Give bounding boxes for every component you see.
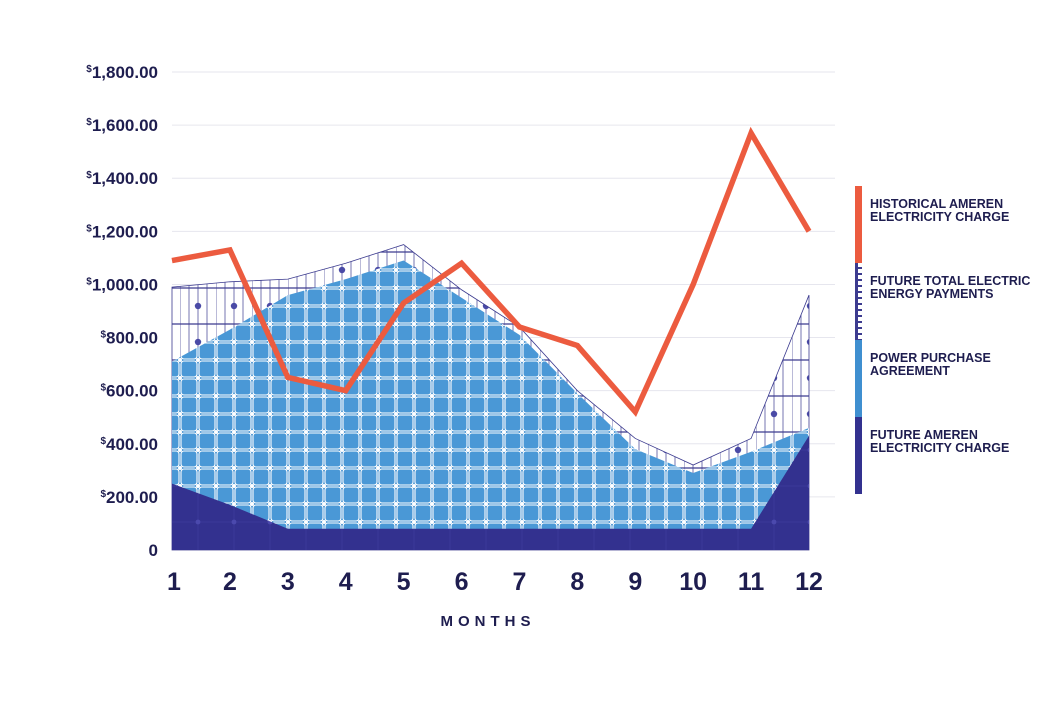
x-tick-label: 6 xyxy=(455,568,469,596)
x-axis-ticks: 1 2 3 4 5 6 7 8 9 10 11 12 xyxy=(167,568,823,596)
x-tick-label: 10 xyxy=(679,568,707,596)
legend-item-historical: HISTORICAL AMEREN ELECTRICITY CHARGE xyxy=(855,186,1035,263)
x-tick-label: 11 xyxy=(738,568,765,596)
legend-label: FUTURE TOTAL ELECTRIC ENERGY PAYMENTS xyxy=(870,274,1031,301)
legend-item-ppa: POWER PURCHASE AGREEMENT xyxy=(855,340,1035,417)
line-historical-ameren-charge xyxy=(171,126,812,417)
legend-item-future-total: FUTURE TOTAL ELECTRIC ENERGY PAYMENTS xyxy=(855,263,1035,340)
legend-item-future-ameren: FUTURE AMEREN ELECTRICITY CHARGE xyxy=(855,417,1035,494)
x-axis-label: MONTHS xyxy=(441,613,536,630)
y-tick-label: $200.00 xyxy=(100,488,158,507)
x-tick-label: 2 xyxy=(223,568,237,596)
legend: HISTORICAL AMEREN ELECTRICITY CHARGE FUT… xyxy=(855,186,1035,494)
legend-label: POWER PURCHASE AGREEMENT xyxy=(870,351,991,378)
y-tick-prefix: $ xyxy=(86,117,92,128)
x-tick-label: 7 xyxy=(513,568,527,596)
y-tick-prefix: $ xyxy=(100,436,106,447)
y-tick-prefix: $ xyxy=(86,276,92,287)
y-tick-value: 600.00 xyxy=(106,382,158,401)
x-tick-label: 12 xyxy=(795,568,823,596)
areas xyxy=(171,244,810,551)
x-tick-label: 5 xyxy=(397,568,411,596)
legend-label: FUTURE AMEREN ELECTRICITY CHARGE xyxy=(870,428,1010,455)
x-tick-label: 3 xyxy=(281,568,295,596)
x-tick-label: 8 xyxy=(570,568,584,596)
y-tick-value: 200.00 xyxy=(106,488,158,507)
x-tick-label: 4 xyxy=(339,568,353,596)
x-tick-label: 9 xyxy=(628,568,642,596)
area-power-purchase-agreement xyxy=(172,260,809,550)
y-tick-prefix: $ xyxy=(86,223,92,234)
y-tick-prefix: $ xyxy=(100,383,106,394)
y-tick-label: $1,000.00 xyxy=(86,275,158,294)
y-tick-prefix: $ xyxy=(100,330,106,341)
y-tick-value: 1,200.00 xyxy=(92,222,158,241)
y-tick-label: $1,800.00 xyxy=(86,63,158,82)
lines xyxy=(171,126,812,417)
legend-label: HISTORICAL AMEREN ELECTRICITY CHARGE xyxy=(870,197,1010,224)
y-tick-label: $600.00 xyxy=(100,382,158,401)
y-tick-value: 1,400.00 xyxy=(92,169,158,188)
legend-swatch xyxy=(855,417,862,494)
y-tick-label: $1,200.00 xyxy=(86,222,158,241)
y-tick-prefix: $ xyxy=(86,64,92,75)
y-tick-value: 400.00 xyxy=(106,435,158,454)
y-axis-ticks: 0$200.00$400.00$600.00$800.00$1,000.00$1… xyxy=(86,63,158,560)
y-tick-value: 1,800.00 xyxy=(92,63,158,82)
y-tick-prefix: $ xyxy=(100,489,106,500)
legend-swatch xyxy=(855,340,862,417)
y-tick-label: $1,400.00 xyxy=(86,169,158,188)
legend-swatch xyxy=(855,263,862,340)
area-future-ameren-charge xyxy=(172,435,809,550)
y-tick-value: 1,600.00 xyxy=(92,116,158,135)
y-tick-value: 1,000.00 xyxy=(92,275,158,294)
y-tick-value: 800.00 xyxy=(106,329,158,348)
legend-swatch xyxy=(855,186,862,263)
y-tick-label: $400.00 xyxy=(100,435,158,454)
y-tick-label: $800.00 xyxy=(100,329,158,348)
y-tick-label: $1,600.00 xyxy=(86,116,158,135)
x-tick-label: 1 xyxy=(167,568,181,596)
y-tick-prefix: $ xyxy=(86,170,92,181)
y-tick-label: 0 xyxy=(149,541,158,560)
